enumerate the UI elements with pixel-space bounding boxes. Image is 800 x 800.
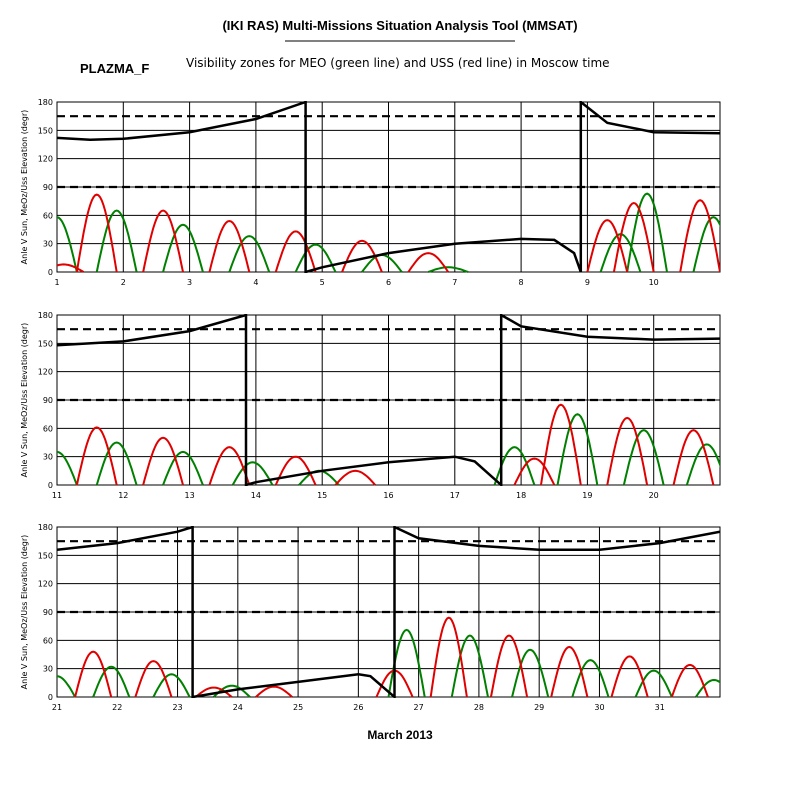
panel-2: 0 30 60 90 120 150 180 11 12 13 14 15 16 17 18 19 20 Anle… <box>20 311 721 500</box>
x-tick-label: 9 <box>585 278 590 287</box>
x-tick-label: 18 <box>516 491 526 500</box>
x-tick-label: 7 <box>452 278 457 287</box>
x-tick-label: 31 <box>655 703 665 712</box>
x-tick-label: 10 <box>649 278 659 287</box>
y-tick-label: 90 <box>43 608 53 617</box>
uss-elevation-line <box>75 403 715 486</box>
y-tick-label: 90 <box>43 396 53 405</box>
x-tick-label: 28 <box>474 703 484 712</box>
y-tick-label: 150 <box>38 126 53 135</box>
sun-angle-line <box>57 526 720 698</box>
x-tick-label: 24 <box>233 703 243 712</box>
x-tick-label: 19 <box>582 491 592 500</box>
x-tick-label: 20 <box>649 491 659 500</box>
y-tick-label: 30 <box>43 453 53 462</box>
x-tick-label: 15 <box>317 491 327 500</box>
x-tick-label: 6 <box>386 278 391 287</box>
x-tick-label: 29 <box>534 703 544 712</box>
x-tick-label: 26 <box>353 703 363 712</box>
instrument-label: PLAZMA_F <box>80 61 149 76</box>
series-layer <box>57 314 720 486</box>
x-tick-label: 8 <box>519 278 524 287</box>
y-tick-label: 120 <box>38 155 53 164</box>
x-tick-label: 16 <box>383 491 393 500</box>
y-tick-label: 150 <box>38 339 53 348</box>
x-tick-label: 11 <box>52 491 62 500</box>
series-layer <box>57 526 720 698</box>
meo-elevation-line <box>57 628 720 698</box>
meo-elevation-line <box>57 413 720 486</box>
x-tick-label: 30 <box>594 703 604 712</box>
sun-angle-line <box>57 314 720 486</box>
uss-elevation-line <box>57 193 720 273</box>
y-tick-label: 120 <box>38 580 53 589</box>
x-tick-label: 5 <box>320 278 325 287</box>
y-axis-label: Anle V Sun, MeOz/Uss Elevation (degr) <box>20 535 29 690</box>
panel-3: 0 30 60 90 120 150 180 21 22 23 24 25 26 27 28 29 30 31 An… <box>20 523 721 712</box>
y-tick-label: 90 <box>43 183 53 192</box>
x-tick-label: 12 <box>118 491 128 500</box>
x-tick-label: 21 <box>52 703 62 712</box>
x-tick-label: 4 <box>253 278 258 287</box>
x-tick-label: 27 <box>414 703 424 712</box>
chart-title: (IKI RAS) Multi-Missions Situation Analy… <box>222 18 577 33</box>
series-layer <box>57 101 720 273</box>
y-tick-label: 180 <box>38 523 53 532</box>
sun-angle-line <box>57 101 720 273</box>
y-tick-label: 60 <box>43 211 53 220</box>
chart-subtitle: Visibility zones for MEO (green line) an… <box>186 56 610 70</box>
y-tick-label: 30 <box>43 240 53 249</box>
y-tick-label: 0 <box>48 268 53 277</box>
meo-elevation-line <box>57 192 720 273</box>
x-tick-label: 25 <box>293 703 303 712</box>
x-tick-label: 3 <box>187 278 192 287</box>
panel-1: 0 30 60 90 120 150 180 1 2 3 4 5 6 7 8 9 10 Anle V Sun, M… <box>20 98 721 287</box>
x-tick-label: 14 <box>251 491 261 500</box>
y-tick-label: 0 <box>48 481 53 490</box>
x-tick-label: 22 <box>112 703 122 712</box>
y-tick-label: 0 <box>48 693 53 702</box>
y-axis-label: Anle V Sun, MeOz/Uss Elevation (degr) <box>20 323 29 478</box>
y-tick-label: 60 <box>43 636 53 645</box>
y-tick-label: 120 <box>38 368 53 377</box>
x-axis-label: March 2013 <box>367 728 433 742</box>
x-tick-label: 13 <box>185 491 195 500</box>
y-tick-label: 180 <box>38 98 53 107</box>
x-tick-label: 1 <box>54 278 59 287</box>
y-axis-label: Anle V Sun, MeOz/Uss Elevation (degr) <box>20 110 29 265</box>
y-tick-label: 30 <box>43 665 53 674</box>
x-tick-label: 23 <box>172 703 182 712</box>
y-tick-label: 150 <box>38 551 53 560</box>
x-tick-label: 2 <box>121 278 126 287</box>
x-tick-label: 17 <box>450 491 460 500</box>
y-tick-label: 60 <box>43 424 53 433</box>
y-tick-label: 180 <box>38 311 53 320</box>
